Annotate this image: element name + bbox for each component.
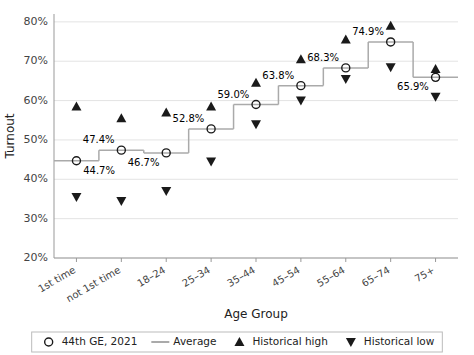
data-label: 74.9% xyxy=(352,26,384,37)
point-triangle-down xyxy=(296,97,306,106)
point-triangle-down xyxy=(341,75,351,84)
x-tick-label: 65–74 xyxy=(360,264,392,289)
point-open-circle xyxy=(432,73,440,81)
legend-label: Average xyxy=(173,335,216,347)
step-segment xyxy=(99,149,144,151)
x-tick xyxy=(256,258,257,262)
data-label: 68.3% xyxy=(307,52,339,63)
y-tick-label: 40% xyxy=(24,172,48,185)
x-tick xyxy=(345,258,346,262)
x-tick-label: 35–44 xyxy=(225,264,257,289)
grid-line xyxy=(54,179,458,180)
point-triangle-down xyxy=(206,158,216,167)
x-tick xyxy=(166,258,167,262)
y-axis-title: Turnout xyxy=(3,113,17,159)
legend-item: Historical high xyxy=(234,335,327,347)
step-riser xyxy=(233,105,235,129)
data-label: 44.7% xyxy=(83,165,115,176)
legend-symbol xyxy=(234,337,244,346)
step-segment xyxy=(189,128,234,130)
x-tick xyxy=(76,258,77,262)
point-triangle-down xyxy=(251,120,261,129)
x-tick-label: 75+ xyxy=(413,264,437,284)
x-tick-label: 18–24 xyxy=(135,264,167,289)
x-tick xyxy=(390,258,391,262)
step-riser xyxy=(188,129,190,153)
step-segment xyxy=(323,67,368,69)
step-riser xyxy=(323,68,325,86)
legend-item: 44th GE, 2021 xyxy=(45,335,138,347)
data-label: 65.9% xyxy=(397,81,429,92)
point-open-circle xyxy=(162,149,170,157)
point-triangle-up xyxy=(296,54,306,63)
step-riser xyxy=(98,150,100,161)
step-segment xyxy=(278,85,323,87)
point-triangle-up xyxy=(206,101,216,110)
point-triangle-up xyxy=(251,78,261,87)
point-triangle-up xyxy=(386,21,396,30)
point-triangle-up xyxy=(71,101,81,110)
chart: 20%30%40%50%60%70%80%1st timenot 1st tim… xyxy=(0,0,474,355)
legend-box xyxy=(32,332,443,352)
point-triangle-up xyxy=(161,107,171,116)
step-segment xyxy=(54,160,99,162)
y-tick-label: 70% xyxy=(24,54,48,67)
point-open-circle xyxy=(252,101,260,109)
step-riser xyxy=(278,86,280,105)
point-triangle-down xyxy=(386,63,396,72)
legend-label: Historical low xyxy=(364,335,435,347)
data-label: 47.4% xyxy=(83,134,115,145)
point-open-circle xyxy=(297,82,305,90)
x-tick xyxy=(211,258,212,262)
plot-marks xyxy=(54,21,458,206)
data-label: 46.7% xyxy=(128,157,160,168)
point-open-circle xyxy=(207,125,215,133)
step-riser xyxy=(412,42,414,77)
x-tick-label: 25–34 xyxy=(180,264,212,289)
x-tick xyxy=(300,258,301,262)
point-triangle-down xyxy=(71,193,81,202)
legend-item: Historical low xyxy=(346,335,435,347)
x-axis-title: Age Group xyxy=(224,307,288,321)
step-segment xyxy=(234,104,279,106)
x-tick-label: 45–54 xyxy=(270,264,302,289)
y-axis-line xyxy=(54,14,55,258)
point-triangle-up xyxy=(341,35,351,44)
point-open-circle xyxy=(72,157,80,165)
step-segment xyxy=(144,152,189,154)
y-tick-label: 80% xyxy=(24,15,48,28)
x-tick-label: 55–64 xyxy=(315,264,347,289)
point-open-circle xyxy=(117,146,125,154)
x-tick xyxy=(121,258,122,262)
point-triangle-up xyxy=(116,113,126,122)
grid-line xyxy=(54,21,458,22)
y-tick-label: 60% xyxy=(24,94,48,107)
legend-label: 44th GE, 2021 xyxy=(62,335,138,347)
legend-symbol xyxy=(45,338,53,346)
point-triangle-down xyxy=(116,197,126,206)
point-triangle-down xyxy=(431,93,441,102)
point-triangle-down xyxy=(161,187,171,196)
point-triangle-up xyxy=(431,64,441,73)
x-tick-label: not 1st time xyxy=(64,264,122,304)
legend: 44th GE, 2021 Average Historical high Histo… xyxy=(32,332,443,352)
grid-line xyxy=(54,61,458,62)
step-segment xyxy=(368,41,413,43)
y-tick-label: 50% xyxy=(24,133,48,146)
legend-label: Historical high xyxy=(252,335,327,347)
data-label: 63.8% xyxy=(262,70,294,81)
data-label: 52.8% xyxy=(173,113,205,124)
point-open-circle xyxy=(342,64,350,72)
legend-symbol xyxy=(151,341,169,343)
y-tick-label: 30% xyxy=(24,212,48,225)
point-open-circle xyxy=(387,38,395,46)
grid-line xyxy=(54,218,458,219)
legend-symbol xyxy=(346,338,356,347)
step-riser xyxy=(367,42,369,68)
data-label: 59.0% xyxy=(217,89,249,100)
x-tick xyxy=(435,258,436,262)
legend-item: Average xyxy=(151,335,216,347)
step-segment xyxy=(413,77,458,79)
y-tick-label: 20% xyxy=(24,251,48,264)
